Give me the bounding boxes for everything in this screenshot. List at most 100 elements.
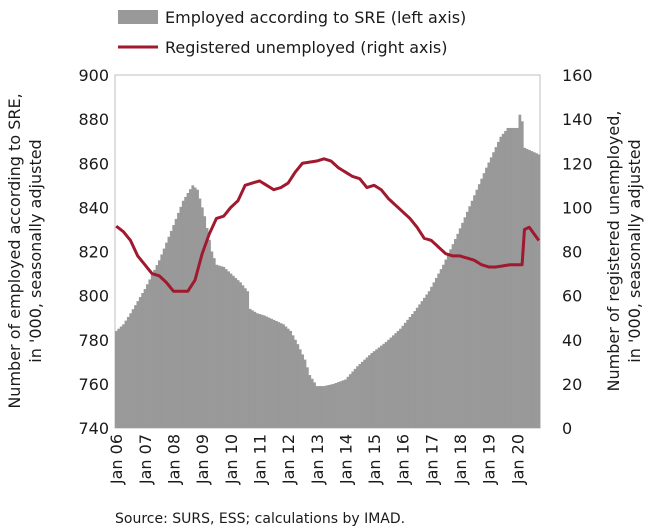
employed-bar: [167, 236, 171, 428]
employed-bar: [485, 167, 488, 428]
employed-bar: [396, 330, 400, 428]
employed-bar: [463, 217, 467, 428]
employed-bar: [200, 207, 204, 429]
employed-bar: [470, 200, 474, 428]
employed-bar: [294, 339, 297, 428]
employed-bar: [449, 249, 453, 428]
left-axis-tick-label: 820: [78, 243, 109, 262]
employed-bar: [215, 264, 219, 428]
employed-bar: [456, 233, 460, 428]
x-axis-tick-label: Jan 19: [480, 434, 499, 485]
employed-bar: [251, 310, 254, 428]
employed-bar: [208, 239, 211, 428]
employed-bar: [248, 308, 252, 428]
employed-bar: [403, 322, 407, 428]
employed-bar: [241, 285, 245, 428]
employed-bar: [444, 259, 448, 428]
employed-bar: [315, 386, 319, 428]
employed-bar: [274, 321, 278, 428]
employed-bar: [458, 228, 462, 428]
employed-bar: [332, 383, 336, 429]
employed-bar: [169, 230, 173, 428]
employed-bar: [224, 269, 228, 428]
employed-bar: [313, 382, 316, 428]
employed-bar: [523, 147, 527, 428]
employed-bar: [229, 273, 233, 428]
left-axis-tick-label: 880: [78, 110, 109, 129]
employed-bar: [427, 291, 431, 428]
employed-bar: [267, 317, 271, 428]
employed-bar: [368, 355, 371, 428]
employed-bar: [382, 343, 386, 428]
employed-bar: [518, 114, 522, 429]
employed-bar: [286, 328, 290, 428]
employed-bar: [451, 244, 455, 428]
right-axis-tick-label: 120: [562, 154, 593, 173]
employed-bar: [196, 189, 199, 428]
employed-bar: [477, 184, 481, 428]
employed-bar: [465, 211, 469, 428]
employed-bar: [184, 196, 187, 428]
employed-bar: [150, 274, 154, 428]
employed-bar: [222, 266, 226, 428]
employed-bar: [401, 325, 405, 428]
employed-bar: [236, 280, 240, 428]
x-axis-tick-label: Jan 13: [308, 434, 327, 485]
employed-bar: [191, 185, 195, 428]
employed-bar: [272, 319, 276, 428]
employed-bar: [377, 347, 381, 428]
employed-bar: [380, 345, 383, 428]
employed-bar: [420, 301, 424, 428]
right-axis-tick-label: 40: [562, 331, 582, 350]
employed-bar: [291, 335, 295, 428]
employed-bar: [511, 127, 515, 428]
right-axis-tick-label: 80: [562, 243, 582, 262]
employed-bar: [418, 304, 421, 428]
employed-bar: [322, 386, 326, 428]
left-axis-tick-label: 740: [78, 419, 109, 438]
left-axis-tick-label: 840: [78, 198, 109, 217]
employed-bar: [122, 324, 125, 428]
x-axis-tick-label: Jan 09: [193, 434, 212, 485]
employed-bar: [282, 324, 285, 428]
employed-bar: [327, 384, 331, 428]
employed-bar: [475, 189, 479, 428]
employed-bar: [162, 248, 166, 428]
employed-bar: [358, 364, 362, 428]
employed-bar: [394, 333, 398, 428]
employed-bar: [148, 279, 152, 428]
right-axis-tick-label: 0: [562, 419, 572, 438]
employed-bar: [399, 328, 402, 428]
employed-bar: [372, 351, 376, 428]
employed-bar: [270, 318, 273, 428]
x-axis-tick-label: Jan 14: [336, 434, 355, 485]
employed-bar: [525, 148, 529, 428]
employed-bar: [320, 386, 324, 428]
right-axis-tick-label: 140: [562, 110, 593, 129]
employed-bar: [303, 359, 307, 428]
employed-bar: [375, 349, 378, 428]
employed-bar: [186, 193, 190, 428]
employed-bar: [434, 277, 438, 428]
employed-bar: [263, 315, 266, 428]
employed-bar: [513, 127, 517, 428]
employed-bar: [279, 323, 283, 428]
employed-bar: [339, 381, 343, 428]
employed-bar: [504, 130, 507, 428]
employed-bar: [494, 147, 498, 428]
employed-bar: [535, 153, 538, 428]
employed-bar: [413, 311, 417, 428]
right-axis-tick-label: 60: [562, 287, 582, 306]
employed-bar: [365, 357, 369, 428]
legend: Employed according to SRE (left axis) Re…: [118, 8, 466, 57]
employed-bar: [537, 154, 541, 428]
employed-bar: [179, 206, 183, 428]
employed-bar: [289, 330, 293, 428]
employed-bar: [220, 266, 223, 428]
employed-bar: [227, 271, 230, 428]
employed-bar: [408, 316, 412, 428]
employed-bar: [172, 225, 176, 428]
employed-bar: [389, 337, 393, 428]
employed-bar: [325, 385, 328, 428]
